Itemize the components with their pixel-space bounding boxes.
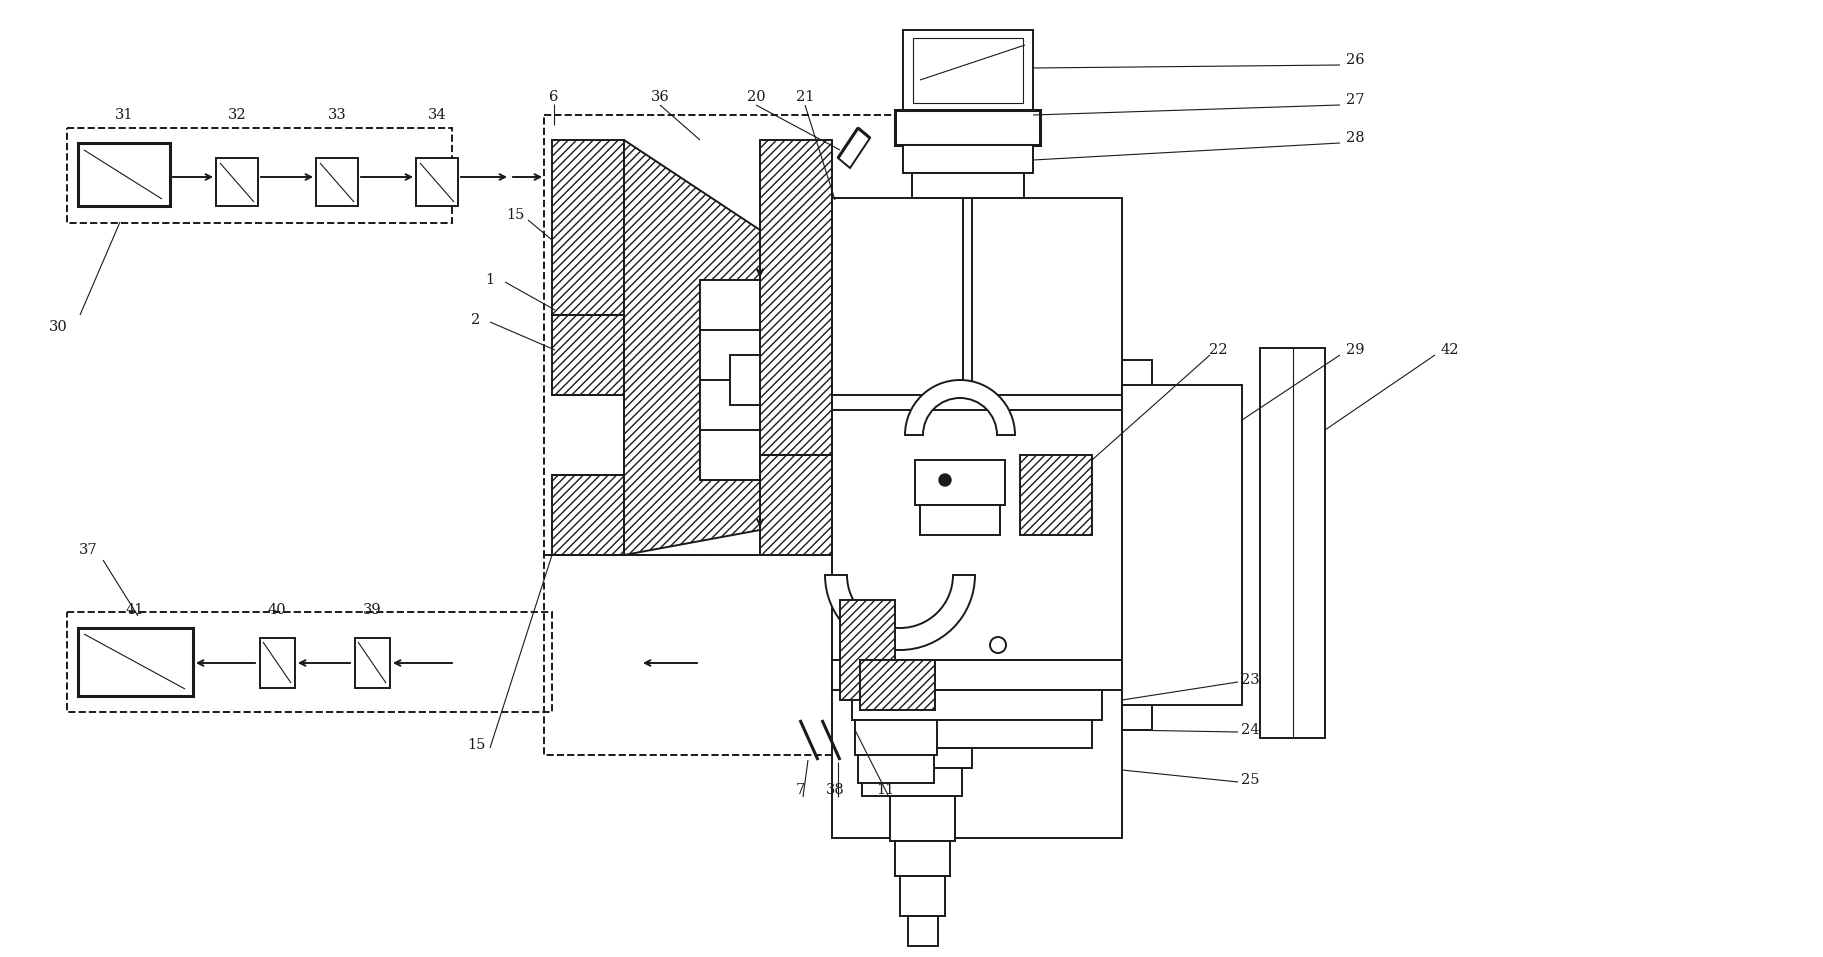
- Text: 30: 30: [49, 320, 67, 334]
- Text: 15: 15: [467, 738, 485, 752]
- Text: 37: 37: [78, 543, 97, 557]
- Bar: [315, 158, 357, 206]
- Bar: [78, 143, 170, 206]
- Bar: [1121, 385, 1241, 705]
- Bar: [700, 280, 795, 480]
- Bar: [416, 158, 458, 206]
- Polygon shape: [623, 140, 760, 555]
- Bar: [862, 768, 961, 796]
- Bar: [831, 198, 1121, 838]
- Bar: [552, 140, 623, 315]
- Text: 40: 40: [268, 603, 286, 617]
- Text: 32: 32: [228, 108, 246, 122]
- Wedge shape: [824, 575, 975, 650]
- Bar: [552, 315, 623, 395]
- Text: 1: 1: [485, 273, 494, 287]
- Bar: [543, 555, 959, 755]
- Bar: [67, 612, 552, 712]
- Bar: [78, 628, 193, 696]
- Text: 23: 23: [1240, 673, 1258, 687]
- Text: 7: 7: [795, 783, 804, 797]
- Text: 21: 21: [795, 90, 813, 104]
- Bar: [902, 30, 1032, 110]
- Bar: [543, 115, 959, 555]
- Text: 11: 11: [875, 783, 893, 797]
- Text: 38: 38: [826, 783, 844, 797]
- Text: 2: 2: [470, 313, 481, 327]
- Bar: [67, 128, 452, 223]
- Bar: [1121, 360, 1152, 730]
- Text: 15: 15: [505, 208, 523, 222]
- Bar: [871, 748, 972, 768]
- Bar: [261, 638, 295, 688]
- Text: 41: 41: [126, 603, 144, 617]
- Text: 39: 39: [363, 603, 381, 617]
- Bar: [890, 796, 955, 841]
- Bar: [552, 475, 623, 555]
- Bar: [862, 720, 1092, 748]
- Bar: [912, 173, 1023, 198]
- Bar: [1260, 348, 1323, 738]
- Text: 22: 22: [1209, 343, 1227, 357]
- Bar: [355, 638, 390, 688]
- Bar: [760, 140, 831, 530]
- Bar: [857, 755, 933, 783]
- Bar: [840, 600, 895, 700]
- Text: 6: 6: [549, 90, 558, 104]
- Circle shape: [939, 474, 950, 486]
- Bar: [908, 916, 937, 946]
- Text: 31: 31: [115, 108, 133, 122]
- Bar: [902, 145, 1032, 173]
- Text: 34: 34: [427, 108, 447, 122]
- Text: 27: 27: [1345, 93, 1364, 107]
- Bar: [851, 690, 1101, 720]
- Polygon shape: [906, 558, 930, 588]
- Bar: [915, 460, 1004, 505]
- Text: 26: 26: [1345, 53, 1364, 67]
- Bar: [215, 158, 257, 206]
- Wedge shape: [904, 380, 1014, 435]
- Text: 29: 29: [1345, 343, 1364, 357]
- Bar: [899, 876, 944, 916]
- Text: 25: 25: [1240, 773, 1258, 787]
- Bar: [855, 720, 937, 755]
- Bar: [831, 660, 1121, 690]
- Bar: [895, 110, 1039, 145]
- Bar: [1019, 455, 1092, 535]
- Text: 20: 20: [746, 90, 766, 104]
- Text: 36: 36: [651, 90, 669, 104]
- Bar: [913, 38, 1023, 103]
- Bar: [919, 505, 999, 535]
- Bar: [729, 355, 764, 405]
- Polygon shape: [837, 128, 870, 168]
- Text: 42: 42: [1440, 343, 1458, 357]
- Text: 28: 28: [1345, 131, 1364, 145]
- Bar: [895, 841, 950, 876]
- Bar: [760, 455, 831, 555]
- Text: 33: 33: [328, 108, 346, 122]
- Bar: [859, 660, 935, 710]
- Text: 24: 24: [1240, 723, 1258, 737]
